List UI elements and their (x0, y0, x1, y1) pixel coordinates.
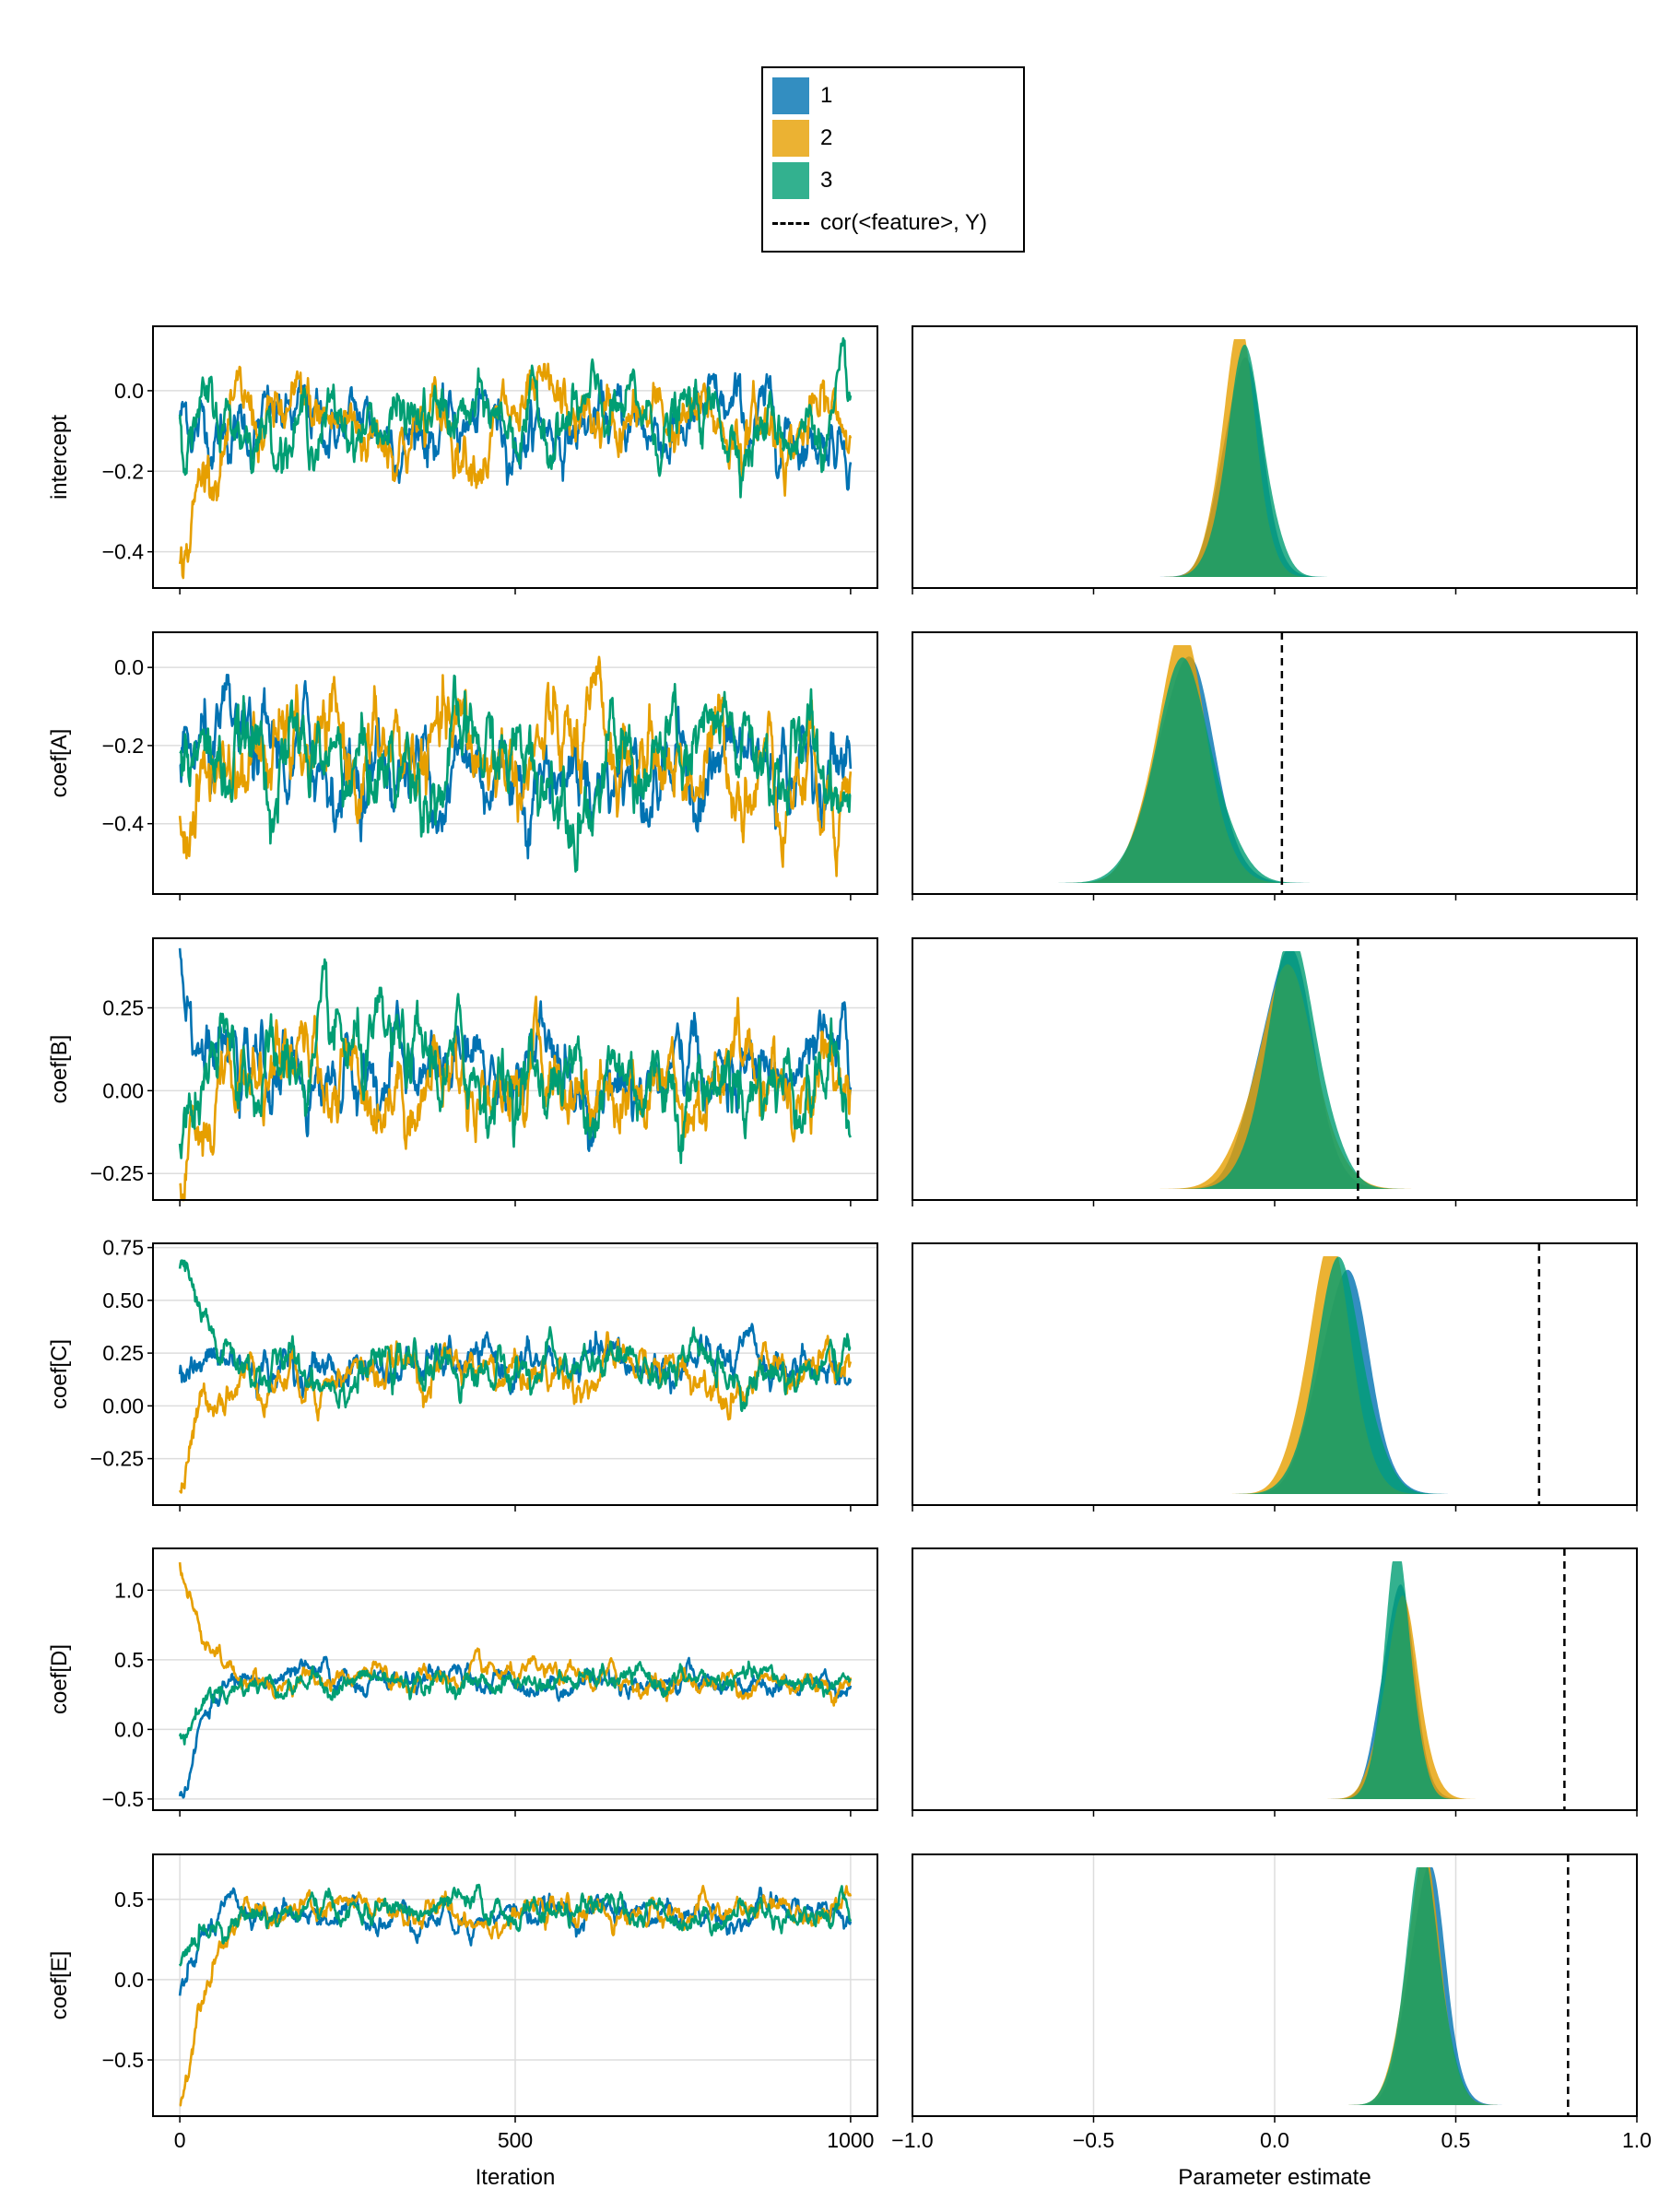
density-area-chain-3 (1336, 1561, 1459, 1799)
trace-line-chain-2 (178, 655, 853, 877)
trace-ylabel: coef[A] (47, 729, 72, 798)
density-area-chain-3 (1233, 1256, 1447, 1494)
ytick-label: 0.75 (102, 1236, 144, 1260)
legend-label-3: 3 (820, 168, 833, 193)
legend-dash-swatch (772, 221, 809, 225)
trace-xtick-label: 0 (174, 2128, 186, 2152)
trace-ylabel: coef[C] (47, 1339, 72, 1409)
trace-line-chain-3 (178, 336, 853, 499)
density-frame (912, 631, 1638, 895)
ytick-label: −0.5 (102, 2048, 144, 2072)
density-panel-5 (912, 1853, 1638, 2123)
density-area-chain-3 (1347, 1867, 1500, 2105)
density-xlabel: Parameter estimate (1178, 2165, 1371, 2190)
legend-swatch-1 (772, 77, 809, 114)
density-frame (912, 1242, 1638, 1506)
trace-ylabel: coef[D] (47, 1644, 72, 1714)
trace-line-chain-3 (178, 1259, 852, 1413)
trace-panel-5: −0.5 0.0 0.5 coef[E] (47, 1853, 878, 2123)
density-panel-4 (912, 1547, 1638, 1817)
trace-line-chain-1 (178, 371, 853, 491)
trace-line-chain-3 (179, 674, 852, 873)
trace-panel-4: −0.5 0.0 0.5 1.0 coef[D] (47, 1547, 878, 1817)
ytick-label: 0.25 (102, 1341, 144, 1365)
trace-xtick-label: 1000 (827, 2128, 874, 2152)
density-xtick-label: −1.0 (891, 2128, 933, 2152)
ytick-label: 0.0 (114, 379, 144, 403)
ytick-label: −0.5 (102, 1787, 144, 1811)
density-panel-2 (912, 937, 1638, 1206)
trace-panel-3: −0.25 0.00 0.25 0.50 0.75 coef[C] (47, 1236, 878, 1512)
ytick-label: −0.4 (102, 540, 145, 564)
legend-item-chain-3: 3 (772, 162, 832, 199)
ytick-label: 0.50 (102, 1288, 144, 1312)
legend-item-chain-2: 2 (772, 120, 832, 157)
trace-panel-1: −0.4 −0.2 0.0 coef[A] (47, 631, 878, 900)
legend-swatch-3 (772, 162, 809, 199)
trace-line-chain-3 (178, 958, 853, 1165)
trace-panel-0: −0.4 −0.2 0.0 intercept (47, 325, 878, 594)
trace-line-chain-2 (178, 1331, 853, 1494)
legend-label-1: 1 (820, 83, 833, 108)
legend-label-reference: cor(<feature>, Y) (820, 210, 987, 235)
density-xtick-label: 0.5 (1441, 2128, 1471, 2152)
density-xtick-label: −0.5 (1073, 2128, 1114, 2152)
density-panel-3 (912, 1242, 1638, 1512)
trace-ylabel: intercept (47, 415, 72, 500)
ytick-label: 0.0 (114, 1968, 144, 1992)
ytick-label: 0.00 (102, 1394, 144, 1418)
ytick-label: −0.4 (102, 812, 145, 836)
ytick-label: 0.00 (102, 1078, 144, 1102)
ytick-label: 0.0 (114, 655, 144, 679)
trace-panel-2: −0.25 0.00 0.25 coef[B] (47, 937, 878, 1206)
density-frame (912, 1547, 1638, 1811)
trace-line-chain-3 (178, 1660, 853, 1746)
density-area-chain-3 (1178, 951, 1407, 1189)
ytick-label: 0.5 (114, 1888, 144, 1912)
ytick-label: −0.2 (102, 459, 144, 483)
legend-swatch-2 (772, 120, 809, 157)
legend-item-reference: cor(<feature>, Y) (772, 205, 987, 241)
ytick-label: 1.0 (114, 1578, 144, 1602)
density-panel-0 (912, 325, 1638, 594)
trace-xtick-label: 500 (498, 2128, 533, 2152)
trace-ylabel: coef[B] (47, 1035, 72, 1104)
trace-line-chain-3 (178, 1883, 853, 1967)
ytick-label: 0.5 (114, 1648, 144, 1672)
density-panel-1 (912, 631, 1638, 900)
density-area-chain-3 (1161, 345, 1330, 577)
ytick-label: −0.2 (102, 734, 144, 758)
legend-item-chain-1: 1 (772, 77, 832, 114)
ytick-label: 0.0 (114, 1717, 144, 1741)
legend-label-2: 2 (820, 125, 833, 150)
density-area-chain-3 (1054, 657, 1314, 883)
trace-xlabel: Iteration (476, 2165, 556, 2190)
trace-ylabel: coef[E] (47, 1951, 72, 2020)
trace-line-chain-2 (178, 362, 853, 580)
ytick-label: −0.25 (90, 1447, 144, 1471)
ytick-label: −0.25 (90, 1161, 144, 1185)
density-xtick-label: 0.0 (1260, 2128, 1289, 2152)
density-xtick-label: 1.0 (1622, 2128, 1652, 2152)
ytick-label: 0.25 (102, 995, 144, 1019)
legend: 1 2 3 cor(<feature>, Y) (761, 66, 1025, 253)
